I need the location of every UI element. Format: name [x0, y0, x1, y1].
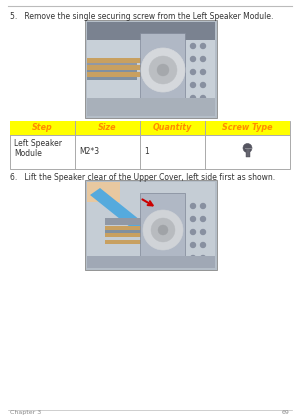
Circle shape: [143, 210, 183, 250]
Circle shape: [190, 229, 196, 234]
Bar: [105, 240, 150, 244]
Polygon shape: [90, 188, 150, 235]
Bar: [87, 98, 215, 116]
Bar: [85, 20, 217, 118]
Bar: [87, 65, 142, 70]
Circle shape: [200, 242, 206, 247]
Text: Step: Step: [32, 123, 53, 132]
Polygon shape: [87, 182, 120, 202]
Circle shape: [158, 225, 168, 235]
Text: 5.   Remove the single securing screw from the Left Speaker Module.: 5. Remove the single securing screw from…: [10, 12, 273, 21]
Bar: [87, 58, 142, 63]
Bar: [188, 182, 213, 268]
Text: Chapter 3: Chapter 3: [10, 410, 41, 415]
Text: Quantity: Quantity: [153, 123, 192, 132]
Bar: [87, 70, 137, 80]
Bar: [140, 33, 185, 98]
Bar: [140, 193, 185, 258]
Bar: [87, 22, 215, 40]
Bar: [105, 233, 150, 237]
Circle shape: [190, 44, 196, 48]
Circle shape: [200, 82, 206, 87]
Text: 6.   Lift the Speaker clear of the Upper Cover, left side first as shown.: 6. Lift the Speaker clear of the Upper C…: [10, 173, 275, 182]
Bar: [245, 148, 250, 157]
Bar: [105, 227, 145, 234]
Bar: [188, 22, 213, 116]
Bar: [87, 182, 215, 268]
Circle shape: [200, 204, 206, 208]
Bar: [87, 60, 137, 68]
Bar: [10, 121, 290, 135]
Text: Left Speaker
Module: Left Speaker Module: [14, 139, 62, 158]
Text: 1: 1: [144, 147, 149, 157]
Circle shape: [190, 255, 196, 260]
Bar: [105, 226, 150, 230]
Circle shape: [149, 56, 177, 84]
Circle shape: [190, 69, 196, 74]
Circle shape: [200, 69, 206, 74]
Circle shape: [190, 82, 196, 87]
Text: M2*3: M2*3: [79, 147, 99, 157]
Bar: [105, 218, 145, 225]
Bar: [87, 22, 215, 116]
Circle shape: [157, 64, 169, 76]
Text: 69: 69: [282, 410, 290, 415]
Bar: [10, 121, 290, 169]
Circle shape: [200, 255, 206, 260]
Bar: [87, 72, 142, 77]
Circle shape: [190, 95, 196, 100]
Circle shape: [190, 216, 196, 221]
Circle shape: [200, 95, 206, 100]
Circle shape: [141, 48, 185, 92]
Text: Screw Type: Screw Type: [222, 123, 273, 132]
Circle shape: [190, 242, 196, 247]
Circle shape: [200, 229, 206, 234]
Circle shape: [200, 216, 206, 221]
Text: Size: Size: [98, 123, 117, 132]
Circle shape: [200, 44, 206, 48]
Circle shape: [243, 144, 252, 152]
Circle shape: [190, 204, 196, 208]
Bar: [87, 256, 215, 268]
Circle shape: [151, 218, 175, 242]
Bar: [85, 180, 217, 270]
Circle shape: [200, 57, 206, 61]
Circle shape: [190, 57, 196, 61]
